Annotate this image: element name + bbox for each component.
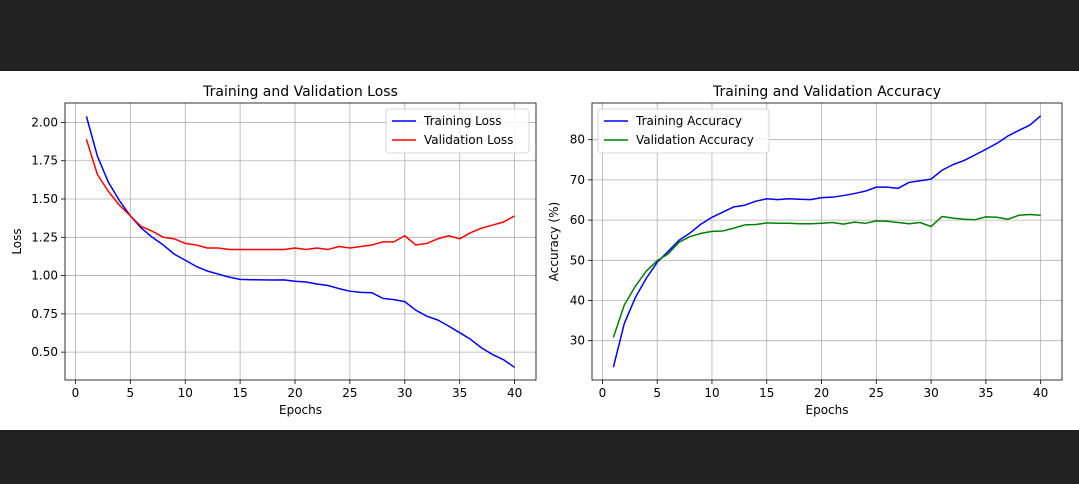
x-tick-label: 40 [507,386,522,400]
x-tick-label: 40 [1033,386,1048,400]
x-tick-label: 20 [814,386,829,400]
x-tick-label: 0 [599,386,607,400]
y-tick-label: 0.75 [31,307,58,321]
series-line-1 [85,116,516,369]
y-tick-label: 70 [570,173,585,187]
x-tick-label: 5 [653,386,661,400]
series-line-2 [85,139,515,251]
x-tick-label: 30 [397,386,412,400]
y-tick-label: 50 [570,253,585,267]
x-tick-label: 15 [759,386,774,400]
x-tick-label: 25 [869,386,884,400]
y-tick-label: 1.50 [31,192,58,206]
series-line-1 [612,115,1042,368]
x-tick-label: 10 [704,386,719,400]
chart-title: Training and Validation Accuracy [712,84,941,100]
legend-box [385,108,530,154]
chart-title: Training and Validation Loss [202,84,398,100]
x-axis-label: Epochs [279,403,322,417]
figure: 0 5 10 15 20 25 30 35 40 0.50 0.75 1.00 1.25 1.50 1.75… [0,71,1079,430]
y-tick-label: 2.00 [31,115,58,129]
legend-label: Validation Loss [424,133,513,147]
x-tick-label: 35 [452,386,467,400]
legend-box [597,108,770,154]
x-tick-label: 35 [978,386,993,400]
x-tick-label: 20 [287,386,302,400]
x-tick-label: 30 [923,386,938,400]
y-tick-label: 1.00 [31,269,58,283]
y-tick-label: 1.25 [31,230,58,244]
chart-panel-2: 0 5 10 15 20 25 30 35 40 30 40 50 60 70 80 Training and… [547,84,1063,417]
legend-label: Validation Accuracy [636,133,754,147]
x-tick-label: 10 [178,386,193,400]
y-tick-label: 1.75 [31,154,58,168]
legend-label: Training Accuracy [635,114,742,128]
charts-svg: 0 5 10 15 20 25 30 35 40 0.50 0.75 1.00 1.25 1.50 1.75… [10,84,1063,417]
x-tick-label: 0 [72,386,80,400]
y-tick-label: 80 [570,133,585,147]
y-tick-label: 40 [570,293,585,307]
plot-frame [591,102,1063,381]
legend: Training Accuracy Validation Accuracy [597,108,770,154]
y-axis-label: Accuracy (%) [547,202,561,281]
x-tick-label: 15 [232,386,247,400]
legend: Training Loss Validation Loss [385,108,530,154]
x-tick-label: 5 [127,386,135,400]
chart-panel-1: 0 5 10 15 20 25 30 35 40 0.50 0.75 1.00 1.25 1.50 1.75… [10,84,537,417]
x-axis-label: Epochs [806,403,849,417]
y-tick-label: 0.50 [31,345,58,359]
y-axis-label: Loss [10,228,24,254]
plot-frame [64,102,537,381]
x-tick-label: 25 [342,386,357,400]
legend-label: Training Loss [423,114,501,128]
y-tick-label: 30 [570,334,585,348]
series-line-2 [612,213,1041,338]
y-tick-label: 60 [570,213,585,227]
